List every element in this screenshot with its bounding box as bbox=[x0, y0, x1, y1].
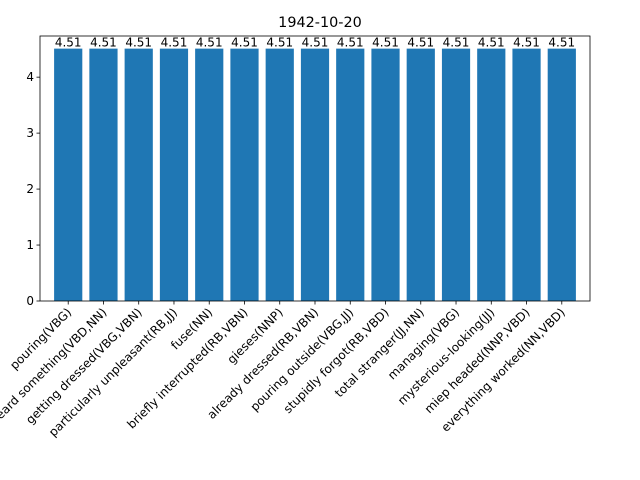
y-tick-label: 3 bbox=[26, 126, 34, 140]
x-tick-label: particularly unpleasant(RB,JJ) bbox=[46, 305, 180, 439]
bar bbox=[230, 48, 259, 301]
bar-value-label: 4.51 bbox=[548, 36, 575, 50]
bar-value-label: 4.51 bbox=[302, 36, 329, 50]
plot-area: 4.51 4.51 4.51 4.51 4.51 4.51 4.51 4.51 4.51 4.51… bbox=[0, 35, 591, 439]
y-tick-label: 0 bbox=[26, 294, 34, 308]
bar bbox=[124, 48, 153, 301]
bar bbox=[265, 48, 294, 301]
bar bbox=[406, 48, 435, 301]
chart-title: 1942-10-20 bbox=[278, 15, 362, 31]
bar bbox=[159, 48, 189, 301]
bar-value-label: 4.51 bbox=[196, 36, 223, 50]
bar bbox=[336, 48, 365, 301]
bar bbox=[547, 48, 576, 301]
bar-value-label: 4.51 bbox=[443, 36, 470, 50]
y-tick-label: 2 bbox=[26, 182, 34, 196]
bar-value-label: 4.51 bbox=[372, 36, 399, 50]
bar-value-label: 4.51 bbox=[266, 36, 293, 50]
bar-value-label: 4.51 bbox=[513, 36, 540, 50]
bar bbox=[477, 48, 506, 301]
bar-value-label: 4.51 bbox=[125, 36, 152, 50]
bar-value-label: 4.51 bbox=[90, 36, 117, 50]
bar-value-label: 4.51 bbox=[478, 36, 505, 50]
bar bbox=[441, 48, 471, 301]
x-tick-label: pouring(VBG) bbox=[7, 305, 74, 372]
y-tick-label: 4 bbox=[26, 70, 34, 84]
bar-value-label: 4.51 bbox=[407, 36, 434, 50]
bar-value-label: 4.51 bbox=[161, 36, 188, 50]
bar bbox=[195, 48, 224, 301]
bar-value-label: 4.51 bbox=[55, 36, 82, 50]
bar-value-label: 4.51 bbox=[231, 36, 258, 50]
y-tick-label: 1 bbox=[26, 238, 34, 252]
bar bbox=[300, 48, 330, 301]
bar bbox=[371, 48, 400, 301]
bar bbox=[512, 48, 541, 301]
bar bbox=[54, 48, 83, 301]
bar-value-label: 4.51 bbox=[337, 36, 364, 50]
bar bbox=[89, 48, 118, 301]
